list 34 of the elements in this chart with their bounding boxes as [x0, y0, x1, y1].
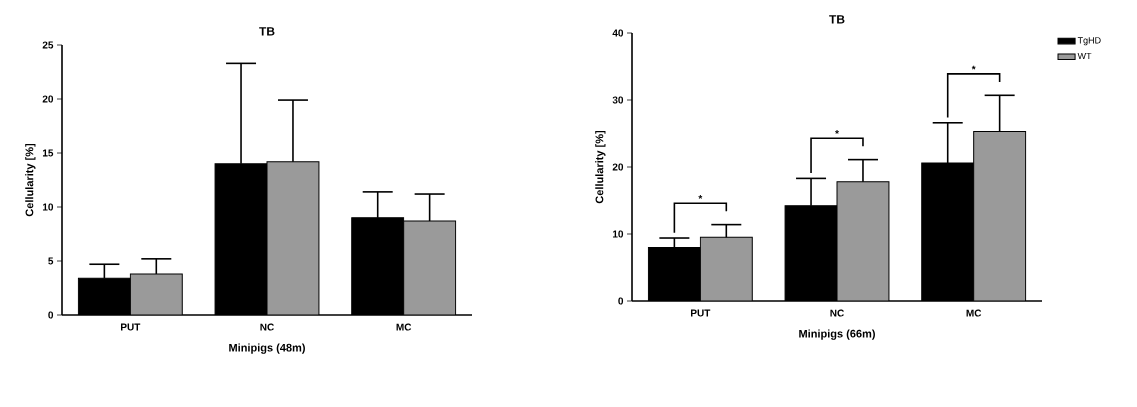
y-tick-label: 10 — [612, 230, 624, 238]
y-tick-label: 20 — [612, 163, 624, 171]
y-tick-label: 20 — [42, 95, 54, 103]
x-axis-title: Minipigs (66m) — [799, 329, 875, 340]
y-tick-label: 0 — [48, 311, 54, 319]
y-tick-label: 5 — [48, 257, 54, 265]
y-axis-title: Cellularity [%] — [25, 143, 36, 217]
bar — [699, 236, 753, 301]
bar — [403, 220, 457, 315]
y-tick-label: 40 — [612, 29, 624, 37]
x-tick-label: MC — [966, 309, 982, 317]
x-axis-title: Minipigs (48m) — [229, 343, 305, 354]
y-tick-label: 15 — [42, 149, 54, 157]
x-tick-label: NC — [260, 323, 274, 331]
bar — [836, 181, 890, 301]
chart-title: TB — [259, 27, 275, 36]
annotation: * — [835, 130, 839, 134]
y-tick-label: 25 — [42, 41, 54, 49]
bar — [266, 161, 320, 315]
y-axis-title: Cellularity [%] — [595, 130, 606, 204]
bar — [129, 273, 183, 315]
chart-title: TB — [829, 15, 845, 24]
annotation: * — [698, 195, 703, 199]
x-tick-label: MC — [396, 323, 412, 331]
legend-label: WT — [1077, 52, 1092, 60]
y-tick-label: 30 — [612, 96, 624, 104]
legend-label: TgHD — [1077, 37, 1101, 46]
x-tick-label: PUT — [691, 309, 711, 317]
x-tick-label: NC — [830, 309, 844, 317]
bar — [973, 130, 1027, 301]
y-tick-label: 0 — [618, 297, 624, 305]
y-tick-label: 10 — [42, 203, 54, 211]
x-tick-label: PUT — [121, 323, 141, 331]
annotation: * — [971, 65, 976, 70]
